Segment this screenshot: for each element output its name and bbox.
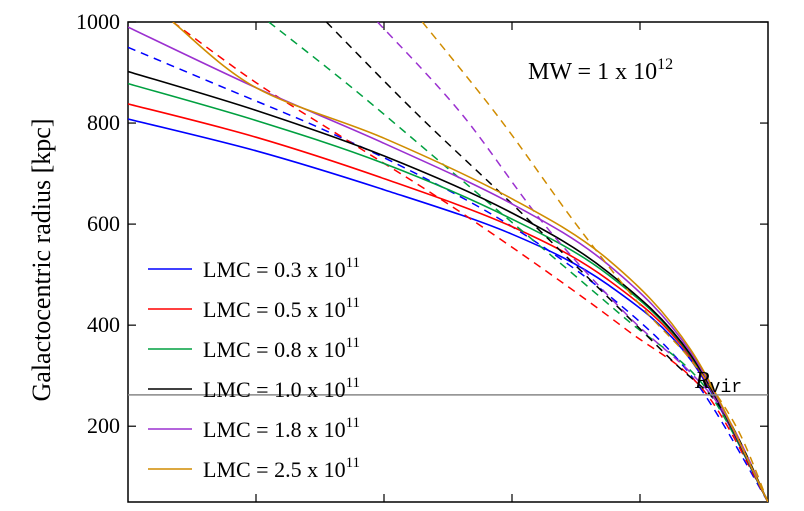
series-lines xyxy=(128,22,768,502)
series-orange-dashed-line xyxy=(421,22,768,502)
series-red-solid-line xyxy=(128,103,768,502)
legend-label-orange: LMC = 2.5 x 1011 xyxy=(203,455,360,482)
y-tick-label: 1000 xyxy=(76,9,120,34)
y-tick-label: 200 xyxy=(87,413,120,438)
y-tick-label: 800 xyxy=(87,110,120,135)
series-red-dashed-line xyxy=(172,22,768,502)
y-axis-label: Galactocentric radius [kpc] xyxy=(27,119,56,402)
rvir-label: Rvir xyxy=(694,368,742,398)
series-black-solid-line xyxy=(128,70,768,502)
plot-frame xyxy=(127,21,769,503)
legend-label-black: LMC = 1.0 x 1011 xyxy=(203,375,360,402)
legend-label-green: LMC = 0.8 x 1011 xyxy=(203,335,360,362)
series-orange-solid-line xyxy=(172,22,768,502)
legend-label-purple: LMC = 1.8 x 1011 xyxy=(203,415,360,442)
series-black-dashed-line xyxy=(325,22,768,502)
y-tick-labels: 200 400 600 800 1000 xyxy=(76,9,120,438)
mw-annotation: MW = 1 x 1012 xyxy=(528,56,673,85)
legend-label-red: LMC = 0.5 x 1011 xyxy=(203,295,360,322)
axis-ticks xyxy=(128,21,768,502)
legend: LMC = 0.3 x 1011 LMC = 0.5 x 1011 LMC = 0.… xyxy=(148,255,360,482)
series-blue-dashed-line xyxy=(128,46,768,502)
y-tick-label: 400 xyxy=(87,312,120,337)
legend-label-blue: LMC = 0.3 x 1011 xyxy=(203,255,360,282)
y-tick-label: 600 xyxy=(87,211,120,236)
series-green-dashed-line xyxy=(268,22,768,502)
